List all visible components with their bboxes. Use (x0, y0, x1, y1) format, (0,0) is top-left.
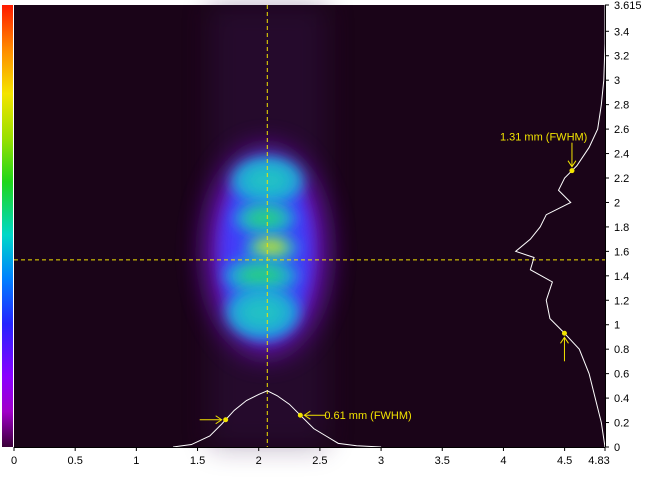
y-tick-label: 0.4 (614, 393, 629, 405)
y-tick-label: 0.8 (614, 344, 629, 356)
y-fwhm-point (561, 330, 567, 336)
y-tick-label: 3.2 (614, 51, 629, 63)
x-tick-label: 4 (500, 455, 506, 467)
fwhm-markers: 0.61 mm (FWHM) 1.31 mm (FWHM) (199, 132, 587, 425)
x-tick-label: 3 (378, 455, 384, 467)
y-tick-label: 1.6 (614, 246, 629, 258)
y-tick-label: 1.8 (614, 222, 629, 234)
x-profile-curve (173, 390, 382, 448)
y-fwhm-arrowhead (560, 336, 569, 344)
y-profile-curve (514, 5, 606, 448)
beam-lobe-core (254, 239, 288, 256)
x-fwhm-label: 0.61 mm (FWHM) (324, 410, 411, 422)
y-tick-label: 0.2 (614, 418, 629, 430)
x-fwhm-point (297, 412, 303, 418)
x-axis: 0 0.5 1 1.5 2 2.5 3 3.5 4 4.5 4.83 (11, 447, 610, 467)
beam-lobe-core (240, 297, 285, 328)
y-tick-label: 2.4 (614, 149, 629, 161)
x-fwhm-arrowhead (215, 415, 223, 425)
x-tick-label: 4.5 (557, 455, 572, 467)
x-tick-label: 4.83 (588, 455, 609, 467)
y-tick-label: 1 (614, 320, 620, 332)
y-tick-label: 2.2 (614, 173, 629, 185)
beam-lobe-core (239, 265, 284, 286)
x-tick-label: 0.5 (68, 455, 83, 467)
y-tick-label: 0 (614, 442, 620, 454)
y-fwhm-arrowhead (567, 160, 577, 168)
y-axis: 0 0.2 0.4 0.6 0.8 1 1.2 1.4 1.6 1.8 2 2.2 2.4 2.6 2.8 3… (605, 0, 642, 454)
beam-lobe-core (246, 208, 284, 228)
x-tick-label: 2.5 (312, 455, 327, 467)
beam-image (224, 156, 304, 340)
y-fwhm-point (569, 168, 575, 174)
y-tick-label: 1.2 (614, 295, 629, 307)
profiles (173, 5, 606, 448)
y-tick-label: 2.8 (614, 100, 629, 112)
x-fwhm-point (223, 417, 229, 423)
y-tick-label: 0.6 (614, 369, 629, 381)
y-tick-label: 2 (614, 197, 620, 209)
x-tick-label: 0 (11, 455, 17, 467)
color-scale-bar (2, 5, 13, 447)
x-tick-label: 1 (133, 455, 139, 467)
x-tick-label: 1.5 (190, 455, 205, 467)
y-tick-label: 2.6 (614, 124, 629, 136)
x-fwhm-arrowhead (303, 410, 311, 420)
y-tick-label: 1.4 (614, 271, 629, 283)
x-tick-label: 2 (256, 455, 262, 467)
y-fwhm-label: 1.31 mm (FWHM) (500, 132, 587, 144)
x-tick-label: 3.5 (435, 455, 450, 467)
y-tick-label: 3 (614, 75, 620, 87)
crosshair (14, 5, 605, 447)
y-tick-label: 3.615 (614, 0, 642, 12)
y-tick-label: 3.4 (614, 26, 629, 38)
